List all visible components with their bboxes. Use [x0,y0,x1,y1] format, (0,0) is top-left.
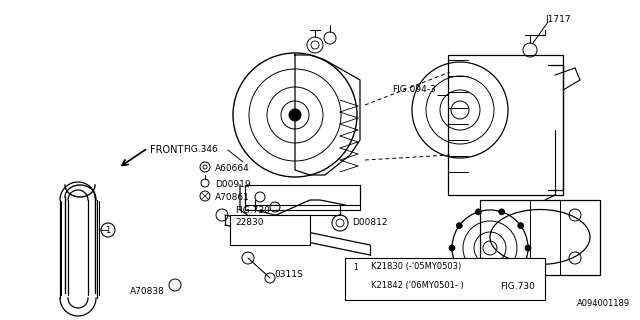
Text: D00812: D00812 [352,218,387,227]
Circle shape [476,209,481,215]
Bar [448,55,563,195]
Text: I1717: I1717 [545,15,571,24]
Text: 1: 1 [106,226,111,235]
Text: 0311S: 0311S [274,270,303,279]
Text: A70838: A70838 [130,287,165,296]
Circle shape [476,281,481,287]
Bar [345,258,545,300]
Circle shape [289,109,301,121]
Circle shape [518,267,524,273]
Text: A60664: A60664 [215,164,250,173]
Bar [480,200,600,275]
Text: FIG.094-3: FIG.094-3 [392,85,436,94]
Text: A094001189: A094001189 [577,299,630,308]
Bar [230,215,310,245]
Text: K21830 (-'05MY0503): K21830 (-'05MY0503) [371,262,461,271]
Text: A70861: A70861 [215,193,250,202]
Text: FIG.730: FIG.730 [500,282,535,291]
Circle shape [518,223,524,229]
Text: FRONT: FRONT [150,145,184,155]
Text: 1: 1 [354,263,358,273]
Text: 22830: 22830 [235,218,264,227]
Text: FIG.730: FIG.730 [235,206,270,215]
Circle shape [525,245,531,251]
Circle shape [456,267,462,273]
Text: D00919: D00919 [215,180,251,189]
Text: K21842 ('06MY0501- ): K21842 ('06MY0501- ) [371,281,464,290]
Text: FIG.346: FIG.346 [183,145,218,154]
Circle shape [456,223,462,229]
Circle shape [449,245,455,251]
Circle shape [499,281,505,287]
Circle shape [499,209,505,215]
